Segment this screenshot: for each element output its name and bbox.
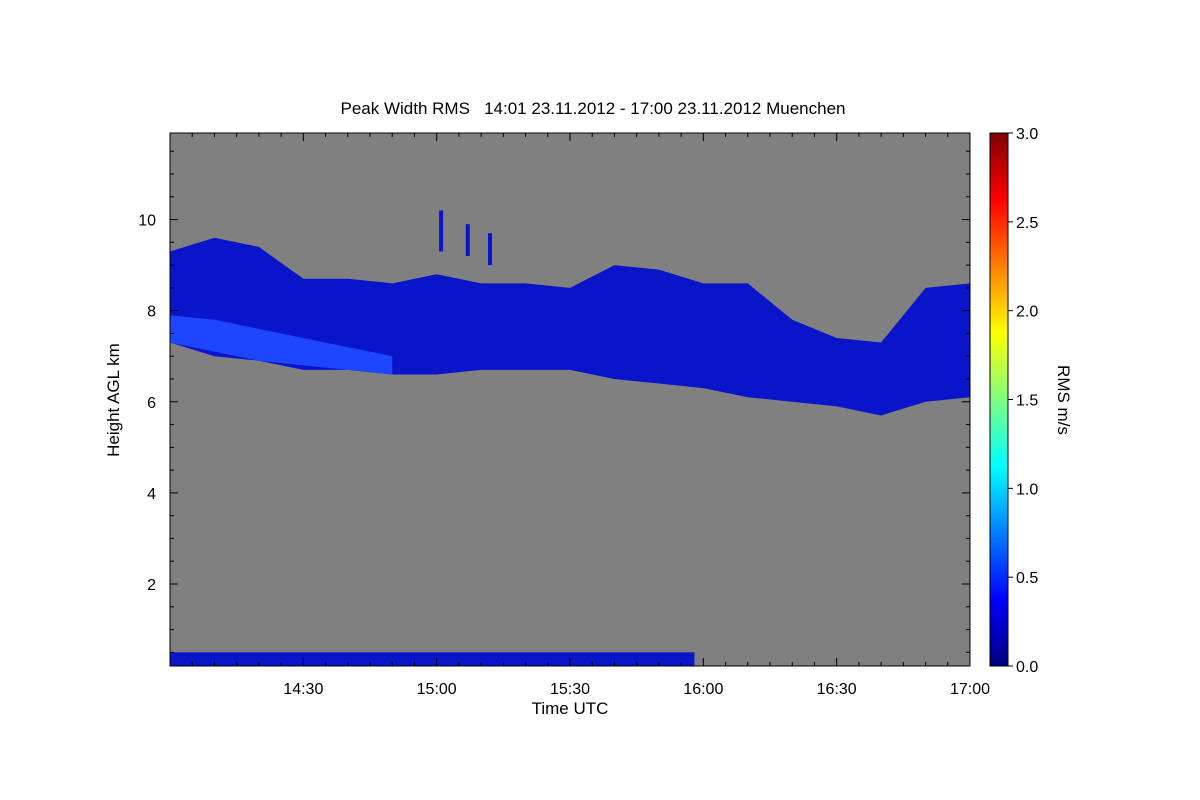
x-tick-label: 15:00 [417,681,457,698]
colorbar-tick-label: 2.0 [1016,304,1038,321]
ground-clutter [170,652,695,666]
x-tick-label: 16:30 [817,681,857,698]
y-tick-label: 8 [147,304,156,321]
y-tick-label: 10 [138,213,156,230]
plot-content [170,210,970,666]
fall-streak [439,210,444,252]
colorbar-label: RMS m/s [1054,365,1073,435]
colorbar-ticks: 0.0 0.5 1.0 1.5 2.0 2.5 3.0 [1008,126,1038,676]
colorbar-tick-label: 3.0 [1016,126,1038,143]
fall-streak [488,233,492,266]
y-axis: 2 4 6 8 10 [138,150,970,653]
chart-title: Peak Width RMS 14:01 23.11.2012 - 17:00 … [341,99,846,118]
fall-streak [465,224,470,256]
colorbar-tick-label: 0.5 [1016,570,1038,587]
x-tick-label: 15:30 [550,681,590,698]
x-tick-label: 17:00 [950,681,990,698]
y-tick-label: 4 [147,486,156,503]
y-axis-label: Height AGL km [104,343,123,457]
x-tick-label: 16:00 [683,681,723,698]
y-tick-label: 6 [147,395,156,412]
colorbar-tick-label: 0.0 [1016,659,1038,676]
bright-streak [170,315,393,375]
y-tick-label: 2 [147,577,156,594]
x-axis: 14:30 15:00 15:30 16:00 16:30 17:00 [169,133,990,698]
colorbar-tick-label: 1.5 [1016,393,1038,410]
fall-streaks [439,210,492,266]
x-axis-label: Time UTC [532,699,609,718]
x-tick-label: 14:30 [283,681,323,698]
colorbar-tick-label: 1.0 [1016,481,1038,498]
colorbar-tick-label: 2.5 [1016,215,1038,232]
colorbar [989,132,1009,667]
